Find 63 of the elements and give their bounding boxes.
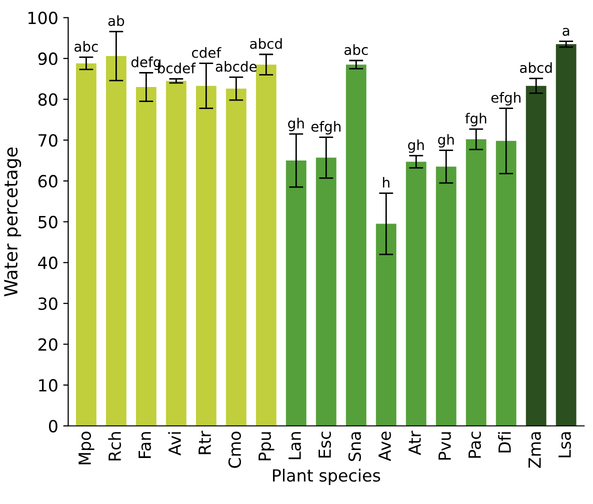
bar <box>436 166 456 426</box>
x-tick-label: Rch <box>108 432 122 460</box>
bar <box>136 87 156 426</box>
annotation: abc <box>74 41 98 52</box>
y-tick-label: 40 <box>38 256 58 270</box>
annotation: abcd <box>250 38 282 49</box>
annotation: ab <box>108 15 124 26</box>
annotation: efgh <box>491 92 520 106</box>
x-tick-label: Pvu <box>438 432 451 460</box>
x-tick-label: Mpo <box>78 432 94 464</box>
x-tick-label: Sna <box>348 432 361 461</box>
y-tick-label: 50 <box>38 216 58 228</box>
annotation: abcd <box>520 62 552 73</box>
y-tick-label: 80 <box>38 93 58 106</box>
x-tick-label: Cmo <box>228 432 241 468</box>
y-tick-label: 90 <box>38 52 58 66</box>
annotation: efgh <box>311 121 340 134</box>
bar <box>466 139 486 426</box>
annotation: defg <box>131 56 160 70</box>
bar <box>316 158 336 426</box>
bar <box>106 56 126 426</box>
annotation: gh <box>408 139 424 153</box>
bar <box>346 64 366 426</box>
x-tick-label: Lan <box>288 432 301 460</box>
y-tick-label: 0 <box>48 420 58 432</box>
annotation: abc <box>344 44 368 56</box>
annotation: cdef <box>192 47 222 58</box>
x-tick-label: Ppu <box>258 432 274 460</box>
y-tick-label: 100 <box>28 12 58 24</box>
annotation: gh <box>288 118 304 132</box>
annotation: bcdef <box>158 62 196 74</box>
bar <box>556 44 576 426</box>
annotation: a <box>562 28 570 36</box>
x-tick-label: Esc <box>318 432 331 458</box>
bar <box>256 64 276 426</box>
x-tick-label: Fan <box>138 432 152 458</box>
bar <box>76 63 96 426</box>
x-tick-label: Zma <box>528 432 541 468</box>
x-tick-label: Atr <box>408 430 421 456</box>
x-tick-label: Lsa <box>558 432 571 458</box>
bar <box>286 160 306 426</box>
annotation: fgh <box>465 112 486 126</box>
x-tick-label: Avi <box>168 432 181 456</box>
bar <box>196 86 216 426</box>
y-tick-label: 60 <box>38 174 58 188</box>
y-tick-label: 30 <box>38 297 58 310</box>
annotation: h <box>383 176 390 188</box>
bar <box>226 88 246 426</box>
y-tick-label: 20 <box>38 338 58 351</box>
bar <box>526 86 546 426</box>
y-axis-title: Water percetage <box>4 147 22 296</box>
x-axis-title: Plant species <box>273 468 380 485</box>
x-tick-label: Pac <box>468 432 481 458</box>
x-tick-label: Ave <box>378 432 391 462</box>
x-tick-label: Rtr <box>198 430 211 454</box>
x-tick-label: Dfi <box>498 432 511 452</box>
y-tick-label: 70 <box>38 134 58 147</box>
y-tick-label: 10 <box>39 379 58 392</box>
bar <box>166 80 186 426</box>
annotation: gh <box>438 134 454 148</box>
bar <box>406 162 426 426</box>
bar <box>376 224 396 426</box>
bar <box>496 140 516 426</box>
